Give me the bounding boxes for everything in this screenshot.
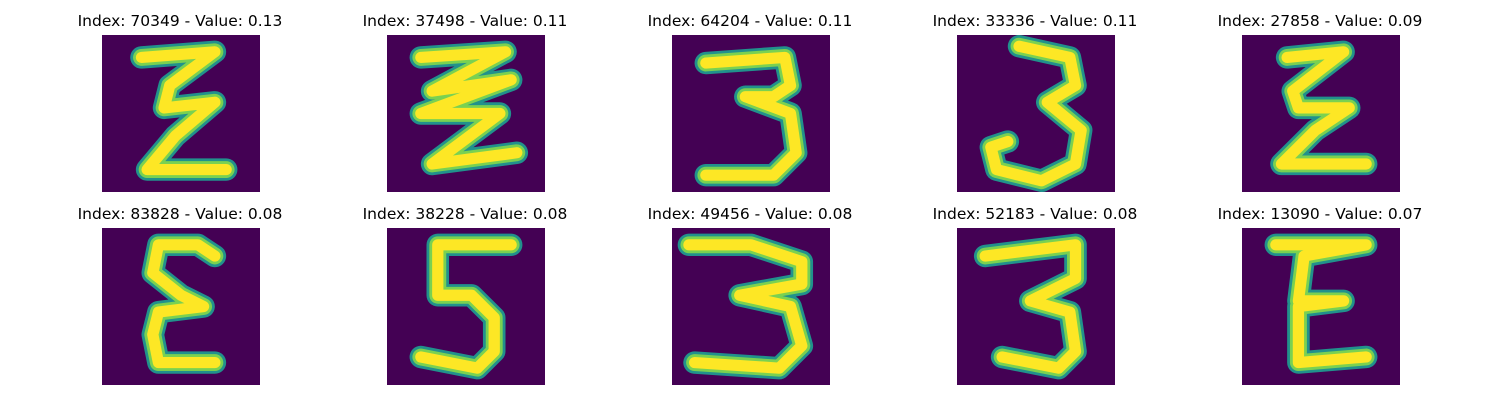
panel: Index: 33336 - Value: 0.11	[885, 0, 1185, 192]
digit-image	[387, 35, 545, 192]
panel: Index: 83828 - Value: 0.08	[30, 193, 330, 385]
panel-title: Index: 27858 - Value: 0.09	[1217, 12, 1423, 30]
panel-title: Index: 38228 - Value: 0.08	[362, 205, 568, 223]
panel: Index: 37498 - Value: 0.11	[315, 0, 615, 192]
panel: Index: 64204 - Value: 0.11	[600, 0, 900, 192]
panel-title: Index: 49456 - Value: 0.08	[647, 205, 853, 223]
panel-title: Index: 37498 - Value: 0.11	[362, 12, 568, 30]
digit-image	[672, 228, 830, 385]
panel: Index: 13090 - Value: 0.07	[1170, 193, 1470, 385]
panel-title: Index: 52183 - Value: 0.08	[932, 205, 1138, 223]
panel-title: Index: 83828 - Value: 0.08	[77, 205, 283, 223]
digit-image	[1242, 228, 1400, 385]
panel-title: Index: 64204 - Value: 0.11	[647, 12, 853, 30]
digit-image	[387, 228, 545, 385]
digit-image	[957, 35, 1115, 192]
panel: Index: 52183 - Value: 0.08	[885, 193, 1185, 385]
digit-image	[1242, 35, 1400, 192]
panel-title: Index: 70349 - Value: 0.13	[77, 12, 283, 30]
panel: Index: 70349 - Value: 0.13	[30, 0, 330, 192]
digit-image	[672, 35, 830, 192]
digit-image	[957, 228, 1115, 385]
digit-image	[102, 228, 260, 385]
panel: Index: 27858 - Value: 0.09	[1170, 0, 1470, 192]
panel-title: Index: 13090 - Value: 0.07	[1217, 205, 1423, 223]
panel: Index: 38228 - Value: 0.08	[315, 193, 615, 385]
panel: Index: 49456 - Value: 0.08	[600, 193, 900, 385]
digit-image	[102, 35, 260, 192]
panel-title: Index: 33336 - Value: 0.11	[932, 12, 1138, 30]
